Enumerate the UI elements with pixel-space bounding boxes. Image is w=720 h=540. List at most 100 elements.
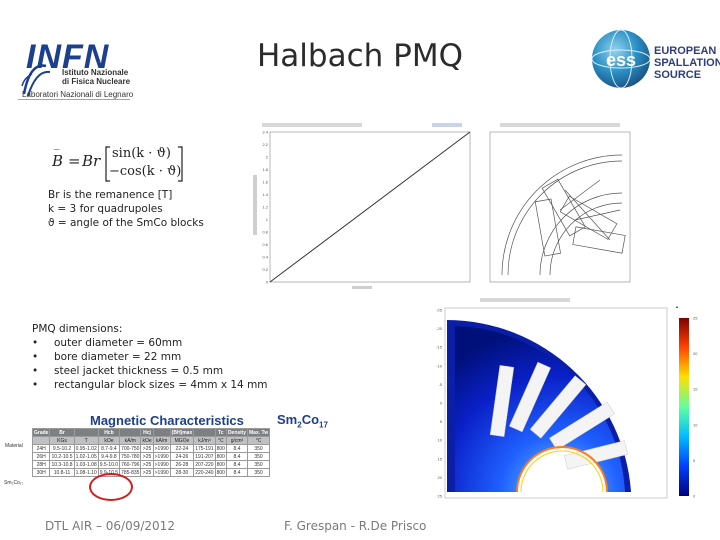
table-cell: 8.4 [225,444,249,453]
infn-wordmark: INFN [26,38,110,76]
magnetic-title: Magnetic Characteristics [90,413,244,428]
table-cell: 800 [214,468,227,477]
infn-lab-name: Laboratori Nazionali di Legnaro [22,90,134,99]
infn-subtitle-line1: Istituto Nazionale [62,68,129,77]
table-cell: kJ/m³ [193,436,216,445]
table-cell [193,428,216,437]
table-cell: 30H [31,468,51,477]
table-cell: Hcj [140,428,154,437]
pmq-list: outer diameter = 60mm bore diameter = 22… [32,336,268,392]
magnetic-table: Grade Br Hcb Hcj (BH)max Tc Density Max. Tw KGs T… [31,428,271,477]
heatmap-ytick-label: 10 [438,438,443,443]
table-cell: 800 [214,460,227,469]
table-cell: MGOe [169,436,195,445]
material-sm: Sm [277,412,298,427]
geometry-plot [480,120,640,292]
colorbar-tick-label: 5 [693,458,696,463]
line-chart-svg: 0 0.2 0.4 0.6 0.8 1 1.2 1.4 1.6 1.8 2 2.2 2.4 [252,120,477,292]
colorbar-max-label: ▲ [675,304,679,309]
table-cell: 800 [214,452,227,461]
chart1-ytick-label: 1.6 [262,180,268,185]
chart1-ytick-label: 0.2 [262,267,268,272]
table-cell: 350 [246,444,271,453]
table-cell: 9.5-10.0 [97,460,121,469]
heatmap-ytick-label: 15 [438,456,443,461]
table-cell: 10.2-10.5 [49,452,75,461]
material-sub1: 2 [297,420,302,430]
table-cell: 9.4-9.8 [97,452,121,461]
heatmap-ytick-label: 5 [440,419,443,424]
magnetic-material: Sm2Co17 [277,412,328,430]
table-cell [119,428,142,437]
heatmap-ytick-label: -25 [436,308,443,313]
geometry-plot-svg [480,120,640,292]
ess-globe-icon: ess [591,29,651,89]
table-cell: kA/m [152,436,171,445]
table-cell: Tc [214,428,227,437]
ess-name-line2: SPALLATION [654,57,720,69]
field-formula: B ‾ = Br sin(k · ϑ) −cos(k · ϑ) [52,146,192,186]
chart1-caption-placeholder [262,123,362,127]
material-co: Co [301,412,320,427]
pmq-item-bore: bore diameter = 22 mm [32,350,268,364]
ess-logo: ess [590,28,652,90]
table-cell: 24-26 [169,452,195,461]
table-cell [73,428,99,437]
colorbar-tick-label: 15 [693,387,698,392]
table-cell: °C [246,436,271,445]
table-row: 30H 10.8-11 1.08-1.10 9.9-10.5 785-835 >25 >19… [31,468,271,477]
table-row: 26H 10.2-10.5 1.02-1.05 9.4-9.8 750-780 >25 >1… [31,452,271,461]
table-cell: kA/m [119,436,142,445]
table-cell: kOe [140,436,154,445]
heatmap-ytick-label: -5 [438,382,442,387]
table-cell: 10.3-10.8 [49,460,75,469]
table-cell: >1990 [152,460,171,469]
geometry-drawing [501,154,626,276]
colorbar-tick-label: 0 [693,494,696,499]
table-cell: °C [214,436,227,445]
table-cell: 28-30 [169,468,195,477]
pmq-heading: PMQ dimensions: [32,323,123,335]
table-cell: 9.5-10.2 [49,444,75,453]
field-heatmap: 25 20 15 10 5 0 -5 -10 -15 -20 -25 0 5 10 15 20 25 ▲ [425,296,717,511]
chart1-xlabel-placeholder [352,286,372,289]
table-header-row: Grade Br Hcb Hcj (BH)max Tc Density Max. Tw [31,428,271,437]
chart1-ytick-label: 0.6 [262,242,268,247]
table-cell: g/cm³ [225,436,249,445]
heatmap-ytick-label: -10 [436,363,443,368]
infn-divider [18,99,130,100]
table-cell: Density [225,428,249,437]
table-cell: >25 [140,460,154,469]
table-cell: 28H [31,460,51,469]
table-cell: 350 [246,452,271,461]
table-cell: 0.95-1.02 [73,444,99,453]
chart1-ytick-label: 2.2 [262,142,268,147]
table-cell: 750-780 [119,452,142,461]
chart1-ytick-label: 0.4 [262,255,268,260]
colorbar-tick-label: 10 [693,422,698,427]
chart1-ytick-label: 0 [266,280,269,285]
table-cell: 350 [246,468,271,477]
table-cell: Hcb [97,428,121,437]
table-cell: 10.8-11 [49,468,75,477]
heatmap-colorbar [679,318,689,496]
formula-lhs: B [52,152,64,170]
table-cell: 24H [31,444,51,453]
table-cell: >25 [140,444,154,453]
formula-coefficient: Br [82,152,101,170]
geometry-caption-placeholder [500,123,620,127]
chart1-ytick-label: 1.4 [262,192,268,197]
ess-name: EUROPEAN SPALLATION SOURCE [654,45,720,81]
table-cell: 26-28 [169,460,195,469]
slide-title: Halbach PMQ [257,38,463,74]
table-cell: 8.4 [225,452,249,461]
table-cell: Max. Tw [246,428,271,437]
table-cell: 1.03-1.08 [73,460,99,469]
table-cell: 8.4 [225,468,249,477]
pmq-item-block: rectangular block sizes = 4mm x 14 mm [32,378,268,392]
formula-row2: −cos(k · ϑ) [109,164,182,179]
footer-authors: F. Grespan - R.De Prisco [284,519,427,533]
table-cell: >25 [140,468,154,477]
pmq-item-outer: outer diameter = 60mm [32,336,268,350]
